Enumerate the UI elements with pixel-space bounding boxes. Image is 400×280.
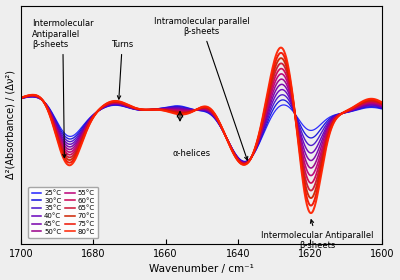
Text: Intermolecular Antiparallel
β-sheets: Intermolecular Antiparallel β-sheets xyxy=(261,220,374,250)
Legend: 25°C, 30°C, 35°C, 40°C, 45°C, 50°C, 55°C, 60°C, 65°C, 70°C, 75°C, 80°C: 25°C, 30°C, 35°C, 40°C, 45°C, 50°C, 55°C… xyxy=(28,186,98,238)
Text: Intermolecular
Antiparallel
β-sheets: Intermolecular Antiparallel β-sheets xyxy=(32,19,94,158)
Y-axis label: Δ²(Absorbance) / (Δν²): Δ²(Absorbance) / (Δν²) xyxy=(6,70,16,179)
Text: α-helices: α-helices xyxy=(173,149,211,158)
Text: Intramolecular parallel
β-sheets: Intramolecular parallel β-sheets xyxy=(154,17,250,160)
Text: Turns: Turns xyxy=(111,40,133,99)
X-axis label: Wavenumber / cm⁻¹: Wavenumber / cm⁻¹ xyxy=(149,264,254,274)
